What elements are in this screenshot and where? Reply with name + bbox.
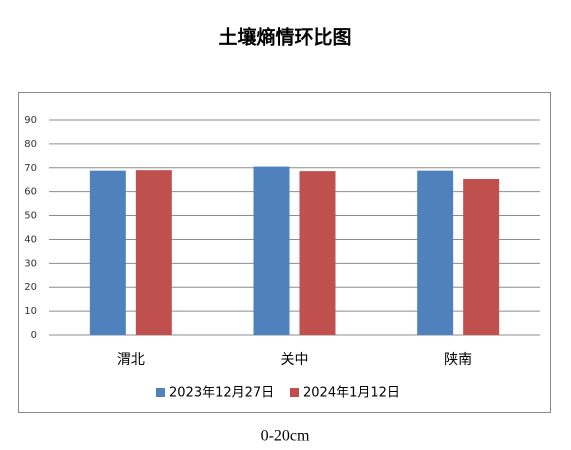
subtitle: 0-20cm bbox=[261, 428, 310, 445]
y-tick-label: 50 bbox=[24, 211, 37, 222]
x-tick-label: 陕南 bbox=[444, 352, 472, 368]
y-tick-label: 70 bbox=[24, 163, 37, 174]
bar bbox=[417, 170, 454, 335]
x-tick-label: 关中 bbox=[281, 352, 309, 368]
y-tick-label: 40 bbox=[24, 234, 37, 245]
x-tick-label: 渭北 bbox=[117, 352, 145, 368]
chart-title: 土壤熵情环比图 bbox=[218, 26, 351, 49]
bar bbox=[463, 179, 500, 335]
legend-swatch bbox=[156, 388, 165, 397]
y-tick-label: 20 bbox=[24, 282, 37, 293]
chart-frame bbox=[18, 92, 551, 413]
legend-label: 2024年1月12日 bbox=[303, 386, 400, 401]
legend-swatch bbox=[290, 388, 299, 397]
bar bbox=[299, 171, 336, 335]
bar bbox=[253, 166, 290, 335]
y-tick-label: 0 bbox=[31, 330, 37, 341]
y-tick-label: 80 bbox=[24, 139, 37, 150]
bar bbox=[135, 170, 172, 335]
y-tick-label: 10 bbox=[24, 306, 37, 317]
bar bbox=[89, 170, 126, 335]
y-tick-label: 90 bbox=[24, 115, 37, 126]
y-tick-label: 60 bbox=[24, 187, 37, 198]
legend-label: 2023年12月27日 bbox=[169, 386, 274, 401]
y-tick-label: 30 bbox=[24, 258, 37, 269]
